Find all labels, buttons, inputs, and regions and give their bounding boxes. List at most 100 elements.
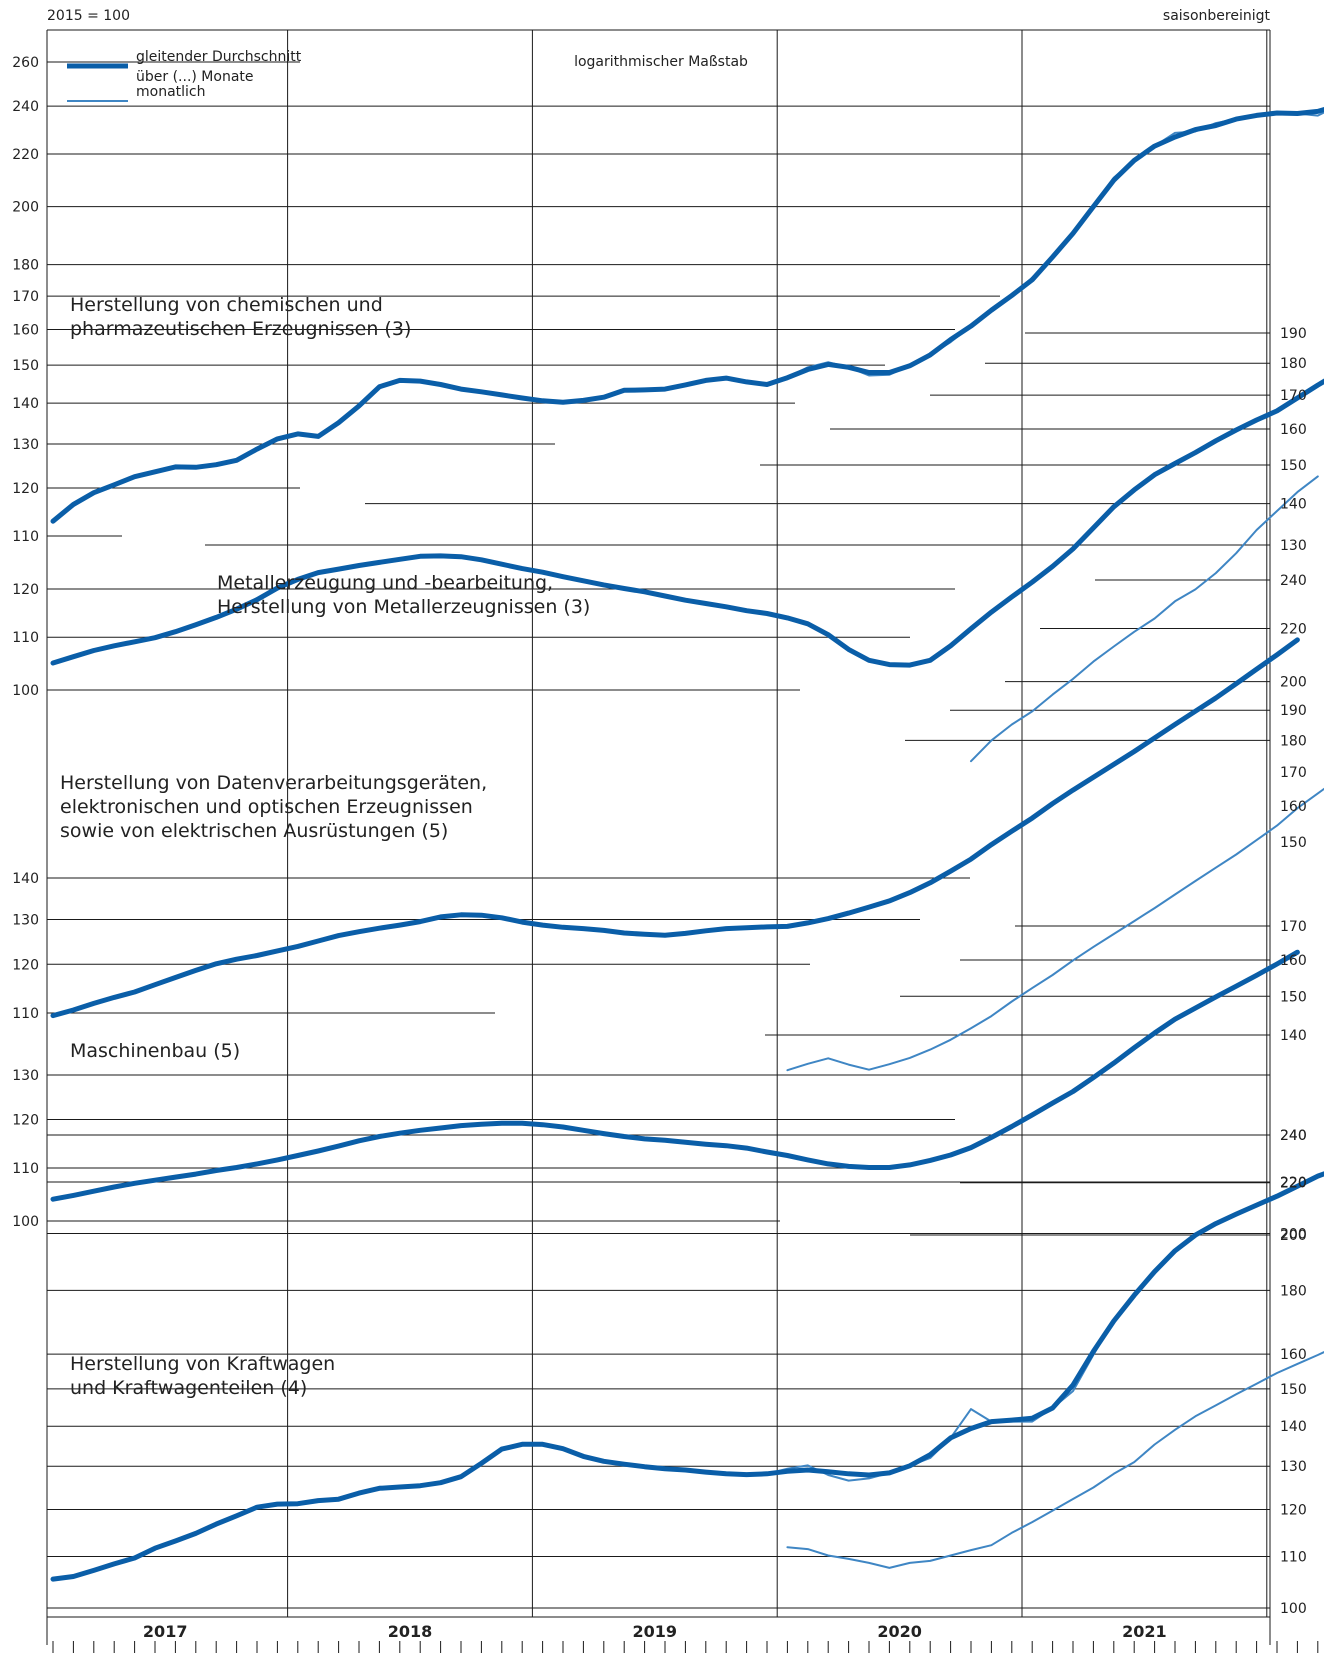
right-tick-label: 160 xyxy=(1280,799,1307,815)
text-layer: logarithmischer Maßstab 2017 2018 2019 2020… xyxy=(12,49,1307,1641)
right-tick-label: 170 xyxy=(1280,765,1307,781)
right-tick-label: 180 xyxy=(1280,1283,1307,1299)
right-tick-label: 240 xyxy=(1280,1128,1307,1144)
right-tick-label: 170 xyxy=(1280,919,1307,935)
panel-3-grid xyxy=(47,877,1270,1036)
panel-title-line: Herstellung von chemischen und xyxy=(70,294,383,316)
left-tick-label: 260 xyxy=(12,55,39,71)
series-layer xyxy=(50,106,1324,1582)
right-tick-label: 110 xyxy=(1280,1550,1307,1566)
right-tick-label: 150 xyxy=(1280,835,1307,851)
panel-title-line: pharmazeutischen Erzeugnissen (3) xyxy=(70,318,411,340)
right-tick-label: 140 xyxy=(1280,1028,1307,1044)
moving-average-line xyxy=(50,949,1300,1202)
left-tick-label: 120 xyxy=(12,481,39,497)
frame-layer xyxy=(46,29,1271,1645)
moving-average-line xyxy=(50,1171,1324,1582)
panel-4-series xyxy=(50,949,1324,1569)
panel-title-line: Herstellung von Metallerzeugnissen (3) xyxy=(217,596,590,618)
panel-title-line: sowie von elektrischen Ausrüstungen (5) xyxy=(60,820,448,842)
year-label: 2020 xyxy=(877,1622,922,1641)
right-tick-label: 120 xyxy=(1280,1502,1307,1518)
right-tick-label: 150 xyxy=(1280,1382,1307,1398)
right-tick-label: 130 xyxy=(1280,538,1307,554)
legend-label: monatlich xyxy=(136,84,206,100)
panel-title-line: elektronischen und optischen Erzeugnisse… xyxy=(60,796,473,818)
panel-title-line: Herstellung von Datenverarbeitungsgeräte… xyxy=(60,772,487,794)
left-tick-label: 240 xyxy=(12,99,39,115)
monthly-line xyxy=(786,787,1324,1072)
right-tick-label: 140 xyxy=(1280,497,1307,513)
year-label: 2021 xyxy=(1122,1622,1167,1641)
panel-title-line: Maschinenbau (5) xyxy=(70,1040,240,1062)
left-tick-label: 170 xyxy=(12,289,39,305)
right-tick-label: 100 xyxy=(1280,1601,1307,1617)
right-tick-label: 190 xyxy=(1280,326,1307,342)
left-tick-label: 220 xyxy=(12,147,39,163)
left-tick-label: 200 xyxy=(12,200,39,216)
right-tick-label: 190 xyxy=(1280,703,1307,719)
panel-4-grid xyxy=(47,1074,1270,1236)
left-tick-label: 120 xyxy=(12,1113,39,1129)
scale-note: logarithmischer Maßstab xyxy=(574,54,748,70)
legend: gleitender Durchschnitt über (...) Monate… xyxy=(67,49,302,102)
left-tick-label: 110 xyxy=(12,1006,39,1022)
right-tick-label: 180 xyxy=(1280,733,1307,749)
right-tick-label: 220 xyxy=(1280,1175,1307,1191)
panel-2-series xyxy=(50,378,1324,763)
left-tick-label: 150 xyxy=(12,358,39,374)
right-tick-label: 200 xyxy=(1280,675,1307,691)
year-label: 2019 xyxy=(633,1622,678,1641)
grid-layer xyxy=(47,30,1319,1653)
panel-5-grid xyxy=(47,1134,1270,1609)
right-tick-label: 140 xyxy=(1280,1419,1307,1435)
moving-average-line xyxy=(50,378,1324,668)
left-tick-label: 110 xyxy=(12,529,39,545)
left-tick-label: 130 xyxy=(12,437,39,453)
right-tick-label: 220 xyxy=(1280,1176,1307,1192)
monthly-line xyxy=(970,475,1319,763)
left-tick-label: 120 xyxy=(12,582,39,598)
left-tick-label: 120 xyxy=(12,957,39,973)
moving-average-line xyxy=(50,637,1300,1019)
left-tick-label: 180 xyxy=(12,258,39,274)
right-tick-label: 160 xyxy=(1280,953,1307,969)
left-tick-label: 140 xyxy=(12,396,39,412)
monthly-line xyxy=(786,1351,1324,1569)
right-tick-label: 160 xyxy=(1280,1347,1307,1363)
right-tick-label: 200 xyxy=(1280,1227,1307,1243)
panel-title-line: Metallerzeugung und -bearbeitung, xyxy=(217,572,553,594)
panel-1-series xyxy=(50,106,1324,524)
year-label: 2017 xyxy=(143,1622,188,1641)
left-tick-label: 160 xyxy=(12,323,39,339)
right-tick-label: 200 xyxy=(1280,1228,1307,1244)
header-right: saisonbereinigt xyxy=(1163,8,1271,24)
right-tick-label: 180 xyxy=(1280,356,1307,372)
left-tick-label: 140 xyxy=(12,871,39,887)
left-tick-label: 110 xyxy=(12,630,39,646)
year-label: 2018 xyxy=(388,1622,433,1641)
right-tick-label: 220 xyxy=(1280,622,1307,638)
legend-label: gleitender Durchschnitt xyxy=(136,49,302,65)
panel-3-series xyxy=(50,637,1324,1072)
right-tick-label: 240 xyxy=(1280,1128,1307,1144)
panel-2-grid xyxy=(47,579,1270,741)
right-tick-label: 150 xyxy=(1280,989,1307,1005)
header-left: 2015 = 100 xyxy=(47,8,130,24)
right-tick-label: 160 xyxy=(1280,422,1307,438)
moving-average-line xyxy=(50,106,1324,524)
panel-1-grid xyxy=(47,61,1270,546)
legend-label: über (...) Monate xyxy=(136,69,254,85)
left-tick-label: 110 xyxy=(12,1161,39,1177)
right-tick-label: 240 xyxy=(1280,573,1307,589)
right-tick-label: 170 xyxy=(1280,388,1307,404)
right-tick-label: 150 xyxy=(1280,458,1307,474)
panel-title-line: und Kraftwagenteilen (4) xyxy=(70,1377,307,1399)
right-tick-label: 130 xyxy=(1280,1459,1307,1475)
panel-5-series xyxy=(50,1171,1324,1582)
left-tick-label: 100 xyxy=(12,1214,39,1230)
left-tick-label: 130 xyxy=(12,912,39,928)
left-tick-label: 130 xyxy=(12,1068,39,1084)
